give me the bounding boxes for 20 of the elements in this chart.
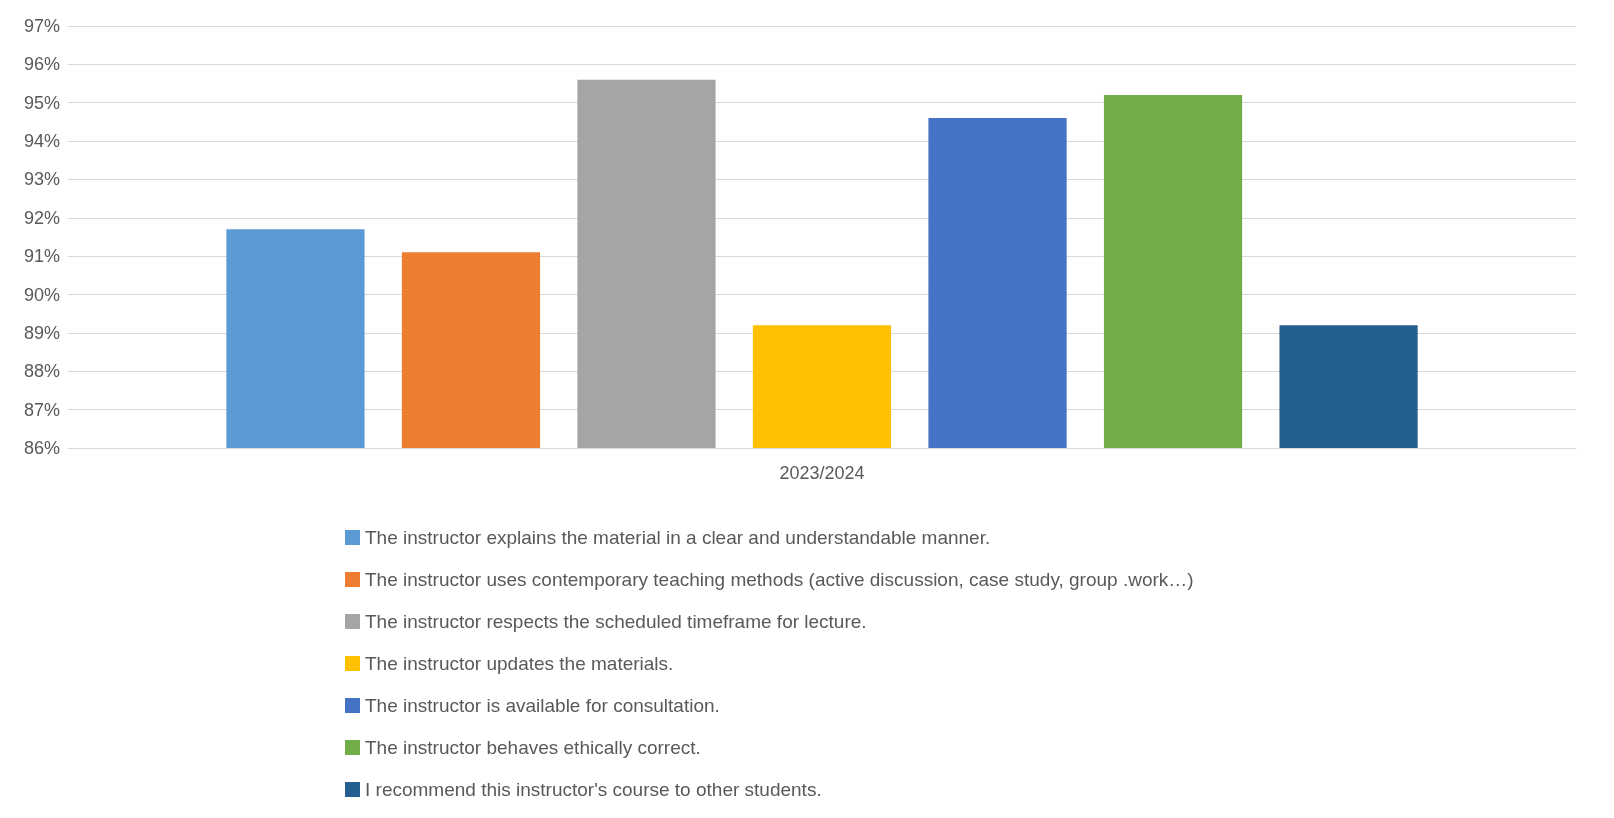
y-tick-label: 88% [23, 361, 60, 382]
legend-label: The instructor updates the materials. [365, 653, 674, 674]
y-tick-label: 90% [23, 284, 60, 305]
y-tick-label: 86% [23, 438, 60, 458]
y-tick-label: 89% [23, 322, 60, 343]
y-tick-label: 97% [23, 16, 60, 36]
legend-label: The instructor uses contemporary teaching methods (active discussion, case study, group .work…) [365, 569, 1194, 590]
y-tick-label: 87% [23, 399, 60, 420]
y-tick-label: 93% [23, 169, 60, 190]
y-tick-label: 96% [23, 54, 60, 75]
y-tick-label: 94% [23, 131, 60, 152]
legend-label: The instructor explains the material in a clear and understandable manner. [365, 527, 991, 548]
legend-label: The instructor behaves ethically correct. [365, 737, 701, 758]
legend-label: The instructor respects the scheduled timeframe for lecture. [365, 611, 867, 632]
y-tick-label: 95% [23, 92, 60, 113]
legend-label: The instructor is available for consultation. [365, 695, 720, 716]
x-tick-label: 2023/2024 [779, 463, 865, 483]
y-tick-label: 91% [23, 246, 60, 267]
y-tick-label: 92% [23, 207, 60, 228]
legend-label: I recommend this instructor's course to other students. [365, 779, 822, 800]
